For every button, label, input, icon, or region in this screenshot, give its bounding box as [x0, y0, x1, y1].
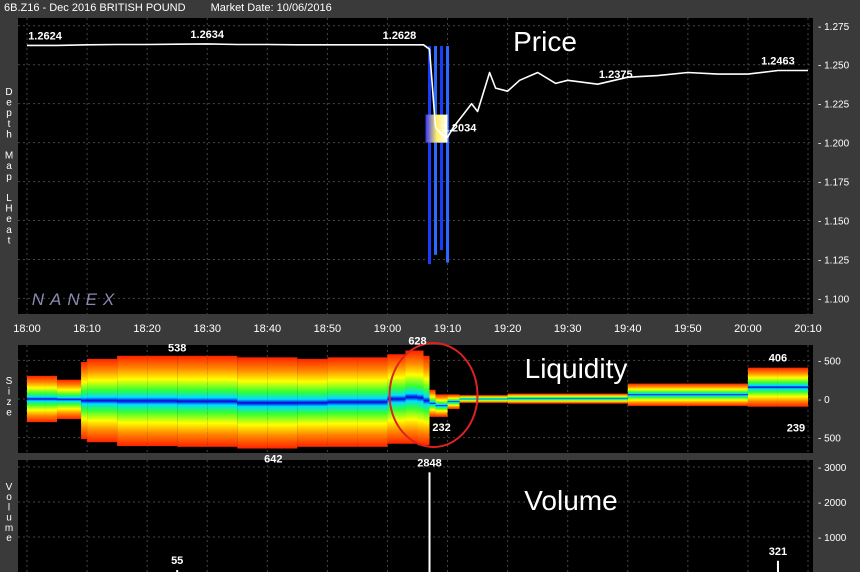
- volume-data-label: 2848: [417, 457, 441, 469]
- depth-spike: [440, 46, 444, 251]
- x-tick-label: 18:10: [73, 323, 101, 335]
- x-tick-label: 18:50: [314, 323, 342, 335]
- liquidity-y-tick-label: - 500: [818, 434, 841, 445]
- price-y-tick-label: - 1.225: [818, 100, 850, 111]
- liquidity-data-label: 239: [787, 422, 805, 434]
- price-y-tick-label: - 1.125: [818, 255, 850, 266]
- liquidity-band-segment: [57, 379, 82, 420]
- depth-spike: [428, 46, 432, 265]
- symbol-label: 6B.Z16 - Dec 2016 BRITISH POUND: [4, 2, 186, 14]
- liquidity-band-segment: [27, 375, 46, 423]
- liquidity-band-segment: [207, 355, 238, 447]
- liquidity-band-segment: [405, 350, 418, 444]
- price-y-tick-label: - 1.200: [818, 139, 850, 150]
- volume-y-tick-label: - 1000: [818, 533, 847, 544]
- liquidity-band-segment: [45, 375, 58, 423]
- liquidity-y-tick-label: - 500: [818, 356, 841, 367]
- liquidity-band-segment: [117, 355, 148, 447]
- liquidity-band-segment: [357, 357, 388, 447]
- x-tick-label: 18:30: [193, 323, 221, 335]
- liquidity-y-tick-label: - 0: [818, 395, 830, 406]
- x-tick-label: 18:40: [254, 323, 282, 335]
- price-line: [27, 43, 808, 139]
- liquidity-band-segment: [447, 394, 460, 410]
- liquidity-band-segment: [267, 357, 298, 449]
- price-data-label: 1.2634: [190, 29, 225, 41]
- market-date-label: Market Date: 10/06/2016: [210, 2, 332, 14]
- price-data-label: 1.2034: [443, 122, 478, 134]
- price-data-label: 1.2375: [599, 69, 633, 81]
- x-tick-label: 19:50: [674, 323, 702, 335]
- liquidity-band-segment: [297, 358, 328, 447]
- liquidity-band-segment: [237, 357, 268, 449]
- liquidity-data-label: 628: [408, 336, 426, 348]
- liquidity-data-label: 232: [432, 422, 450, 434]
- price-data-label: 1.2624: [28, 30, 63, 42]
- x-tick-label: 19:00: [374, 323, 402, 335]
- x-tick-label: 19:20: [494, 323, 522, 335]
- liquidity-band-segment: [327, 357, 358, 447]
- x-tick-label: 19:40: [614, 323, 642, 335]
- liquidity-band-segment: [147, 355, 178, 447]
- volume-y-tick-label: - 2000: [818, 498, 847, 509]
- depth-spike: [446, 46, 450, 263]
- nanex-watermark: NANEX: [32, 290, 121, 309]
- price-data-label: 1.2463: [761, 56, 795, 68]
- price-data-label: 1.2628: [383, 30, 417, 42]
- x-tick-label: 20:10: [794, 323, 822, 335]
- x-tick-label: 19:30: [554, 323, 582, 335]
- liquidity-band-segment: [87, 358, 118, 443]
- liquidity-band-segment: [81, 361, 88, 440]
- volume-bar: [176, 570, 179, 572]
- x-tick-label: 20:00: [734, 323, 762, 335]
- liquidity-band-segment: [429, 389, 436, 417]
- x-tick-label: 18:20: [133, 323, 161, 335]
- price-y-tick-label: - 1.100: [818, 294, 850, 305]
- price-panel-title: Price: [513, 26, 577, 57]
- liquidity-band-segment: [177, 355, 208, 447]
- liquidity-band-segment: [507, 393, 628, 404]
- liquidity-band-segment: [627, 383, 748, 406]
- liquidity-band-segment: [417, 350, 424, 446]
- liquidity-data-label: 406: [769, 353, 787, 365]
- volume-panel: [18, 460, 813, 572]
- liquidity-panel-title: Liquidity: [525, 353, 628, 384]
- liquidity-highlight-circle: [388, 342, 479, 448]
- depth-spike: [434, 46, 438, 255]
- volume-y-tick-label: - 3000: [818, 463, 847, 474]
- volume-bar: [428, 472, 431, 572]
- price-panel: [18, 18, 813, 314]
- volume-data-label: 55: [171, 555, 183, 567]
- liquidity-band-segment: [435, 394, 448, 417]
- price-y-tick-label: - 1.250: [818, 61, 850, 72]
- x-tick-label: 18:00: [13, 323, 41, 335]
- liquidity-band-segment: [459, 395, 508, 403]
- volume-panel-title: Volume: [524, 485, 617, 516]
- price-y-tick-label: - 1.150: [818, 217, 850, 228]
- volume-data-label: 321: [769, 546, 787, 558]
- liquidity-band-segment: [747, 367, 778, 407]
- x-tick-label: 19:10: [434, 323, 462, 335]
- liquidity-band-segment: [423, 355, 430, 446]
- liquidity-data-label: 538: [168, 342, 186, 354]
- liquidity-band-segment: [777, 367, 808, 407]
- liquidity-data-label: 642: [264, 454, 282, 466]
- chart-header: 6B.Z16 - Dec 2016 BRITISH POUND Market D…: [4, 2, 354, 16]
- price-y-tick-label: - 1.275: [818, 22, 850, 33]
- volume-bar: [776, 560, 779, 572]
- price-y-tick-label: - 1.175: [818, 178, 850, 189]
